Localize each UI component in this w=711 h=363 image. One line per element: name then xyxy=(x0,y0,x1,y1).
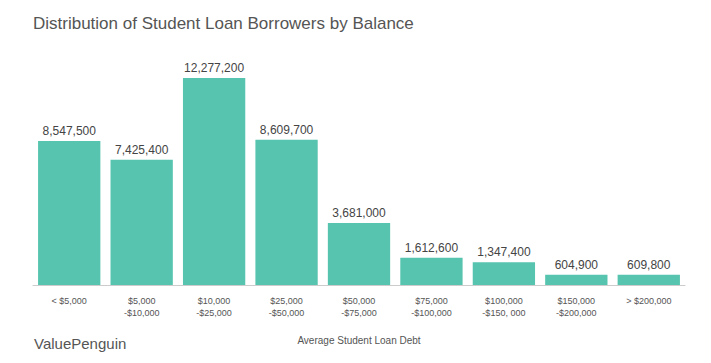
svg-text:609,800: 609,800 xyxy=(627,258,671,272)
svg-text:1,347,400: 1,347,400 xyxy=(477,245,531,259)
svg-text:-$25,000: -$25,000 xyxy=(196,308,232,318)
svg-text:-$75,000: -$75,000 xyxy=(341,308,377,318)
svg-text:3,681,000: 3,681,000 xyxy=(332,206,386,220)
svg-text:Average Student Loan Debt: Average Student Loan Debt xyxy=(297,335,420,346)
svg-text:1,612,600: 1,612,600 xyxy=(405,241,459,255)
svg-text:-$50,000: -$50,000 xyxy=(269,308,305,318)
svg-text:ValuePenguin: ValuePenguin xyxy=(34,335,126,352)
svg-text:$150,000: $150,000 xyxy=(558,296,596,306)
svg-text:8,547,500: 8,547,500 xyxy=(43,124,97,138)
svg-text:$50,000: $50,000 xyxy=(343,296,376,306)
svg-text:-$10,000: -$10,000 xyxy=(124,308,160,318)
svg-text:-$200,000: -$200,000 xyxy=(556,308,597,318)
svg-text:> $200,000: > $200,000 xyxy=(626,296,671,306)
svg-text:7,425,400: 7,425,400 xyxy=(115,143,169,157)
svg-text:< $5,000: < $5,000 xyxy=(52,296,87,306)
svg-text:-$100,000: -$100,000 xyxy=(411,308,452,318)
svg-text:8,609,700: 8,609,700 xyxy=(260,123,314,137)
svg-text:$5,000: $5,000 xyxy=(128,296,156,306)
svg-text:$75,000: $75,000 xyxy=(415,296,448,306)
svg-text:$10,000: $10,000 xyxy=(198,296,231,306)
svg-text:-$150, 000: -$150, 000 xyxy=(482,308,525,318)
svg-text:Distribution of Student Loan B: Distribution of Student Loan Borrowers b… xyxy=(33,14,414,33)
svg-text:$100,000: $100,000 xyxy=(485,296,523,306)
svg-text:$25,000: $25,000 xyxy=(270,296,303,306)
svg-text:604,900: 604,900 xyxy=(555,258,599,272)
svg-text:12,277,200: 12,277,200 xyxy=(184,61,244,75)
